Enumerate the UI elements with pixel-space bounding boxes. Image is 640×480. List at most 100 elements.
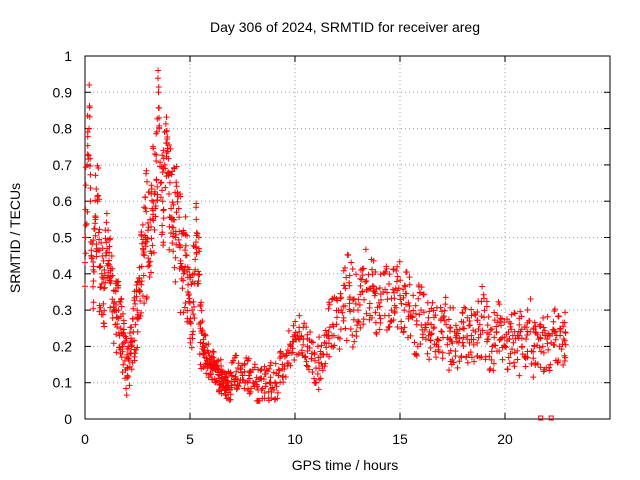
data-point bbox=[167, 145, 174, 152]
data-point bbox=[93, 245, 100, 252]
data-point bbox=[514, 356, 521, 363]
data-point bbox=[224, 379, 231, 386]
data-point bbox=[154, 183, 161, 190]
data-point bbox=[125, 373, 132, 380]
data-point bbox=[414, 343, 421, 350]
data-point bbox=[169, 199, 176, 206]
data-point bbox=[123, 385, 130, 392]
data-point bbox=[491, 334, 498, 341]
data-point bbox=[336, 346, 343, 353]
data-point bbox=[107, 304, 114, 311]
data-point bbox=[191, 315, 198, 322]
data-point bbox=[153, 176, 160, 183]
data-point bbox=[123, 392, 130, 399]
data-point bbox=[287, 362, 294, 369]
data-point bbox=[182, 263, 189, 270]
data-point bbox=[157, 194, 164, 201]
data-point bbox=[544, 313, 551, 320]
data-point bbox=[562, 341, 569, 348]
data-point bbox=[84, 208, 91, 215]
data-point bbox=[171, 264, 178, 271]
data-point bbox=[283, 350, 290, 357]
data-point bbox=[391, 295, 398, 302]
data-point bbox=[376, 299, 382, 306]
data-point bbox=[344, 251, 351, 258]
data-point bbox=[258, 386, 265, 393]
data-point bbox=[273, 383, 280, 390]
data-point bbox=[401, 282, 408, 289]
data-point bbox=[383, 265, 390, 272]
data-point bbox=[377, 319, 384, 326]
data-point bbox=[393, 304, 400, 311]
data-point bbox=[199, 343, 206, 350]
data-point bbox=[139, 240, 146, 247]
data-point bbox=[291, 356, 298, 363]
data-point bbox=[262, 383, 269, 390]
data-point bbox=[113, 349, 120, 356]
data-point bbox=[363, 310, 370, 317]
data-point bbox=[113, 301, 120, 308]
data-point bbox=[271, 379, 278, 386]
data-point bbox=[460, 343, 467, 350]
data-point bbox=[321, 363, 328, 370]
data-point bbox=[418, 284, 425, 291]
data-point bbox=[498, 322, 505, 329]
data-point bbox=[90, 278, 97, 285]
data-point bbox=[240, 377, 247, 384]
data-point bbox=[535, 336, 542, 343]
x-axis-label: GPS time / hours bbox=[292, 457, 399, 473]
data-point bbox=[544, 332, 551, 339]
data-point bbox=[478, 298, 485, 305]
data-point bbox=[528, 360, 535, 367]
data-point bbox=[208, 376, 215, 383]
data-point bbox=[124, 351, 131, 358]
data-point bbox=[540, 324, 547, 331]
data-points bbox=[82, 67, 569, 421]
data-point bbox=[468, 306, 475, 313]
data-point bbox=[227, 396, 234, 403]
data-point bbox=[405, 299, 412, 306]
data-point bbox=[545, 346, 552, 353]
data-point bbox=[183, 252, 190, 259]
data-point bbox=[484, 322, 491, 329]
data-point bbox=[118, 354, 125, 361]
data-point bbox=[486, 353, 493, 360]
data-point bbox=[98, 270, 105, 277]
data-point bbox=[325, 335, 332, 342]
data-point bbox=[86, 113, 93, 120]
data-point bbox=[313, 365, 319, 372]
data-point bbox=[531, 343, 538, 350]
data-point bbox=[157, 180, 164, 187]
data-point bbox=[443, 321, 450, 328]
data-point bbox=[300, 341, 307, 348]
data-point bbox=[182, 242, 189, 249]
data-point bbox=[279, 374, 286, 381]
data-point bbox=[516, 372, 523, 379]
data-point bbox=[486, 331, 493, 338]
data-point bbox=[162, 184, 169, 191]
data-point bbox=[83, 220, 90, 227]
data-point bbox=[350, 316, 357, 323]
data-point bbox=[184, 232, 191, 239]
data-point bbox=[406, 274, 413, 281]
data-point bbox=[428, 321, 435, 328]
data-point bbox=[476, 354, 483, 361]
data-point bbox=[335, 334, 342, 341]
data-point bbox=[151, 151, 158, 158]
data-point bbox=[91, 268, 98, 275]
data-point bbox=[308, 350, 315, 357]
data-point bbox=[394, 273, 401, 280]
data-point bbox=[170, 201, 177, 208]
data-point bbox=[90, 225, 97, 232]
data-point bbox=[544, 336, 550, 343]
data-point bbox=[393, 267, 400, 274]
data-point bbox=[416, 311, 423, 318]
data-point bbox=[449, 356, 456, 363]
data-point bbox=[491, 309, 498, 316]
data-point bbox=[562, 309, 569, 316]
data-point bbox=[303, 324, 310, 331]
data-point bbox=[214, 365, 221, 372]
data-point bbox=[403, 290, 410, 297]
data-point bbox=[385, 324, 392, 331]
data-point bbox=[560, 336, 567, 343]
